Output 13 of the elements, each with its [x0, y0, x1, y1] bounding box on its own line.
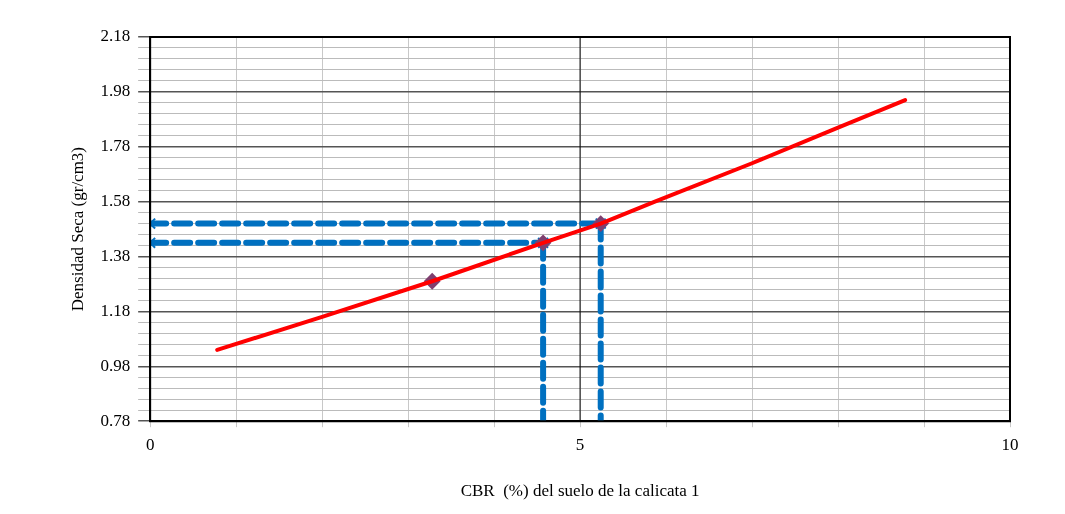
y-tick-label: 0.98 — [100, 355, 131, 375]
x-tick-label: 0 — [145, 434, 155, 454]
x-tick-label: 10 — [1001, 434, 1019, 454]
x-tick-label: 5 — [575, 434, 585, 454]
y-tick-label: 0.78 — [100, 410, 131, 430]
y-tick-label: 1.38 — [100, 246, 131, 266]
y-tick-label: 1.58 — [100, 191, 131, 211]
y-tick-label: 1.78 — [100, 136, 131, 156]
x-axis-title: CBR (%) del suelo de la calicata 1 — [460, 481, 700, 501]
y-tick-label: 2.18 — [100, 26, 131, 46]
y-tick-label: 1.18 — [100, 300, 131, 320]
y-tick-label: 1.98 — [100, 81, 131, 101]
y-axis-title: Densidad Seca (gr/cm3) — [67, 146, 87, 312]
